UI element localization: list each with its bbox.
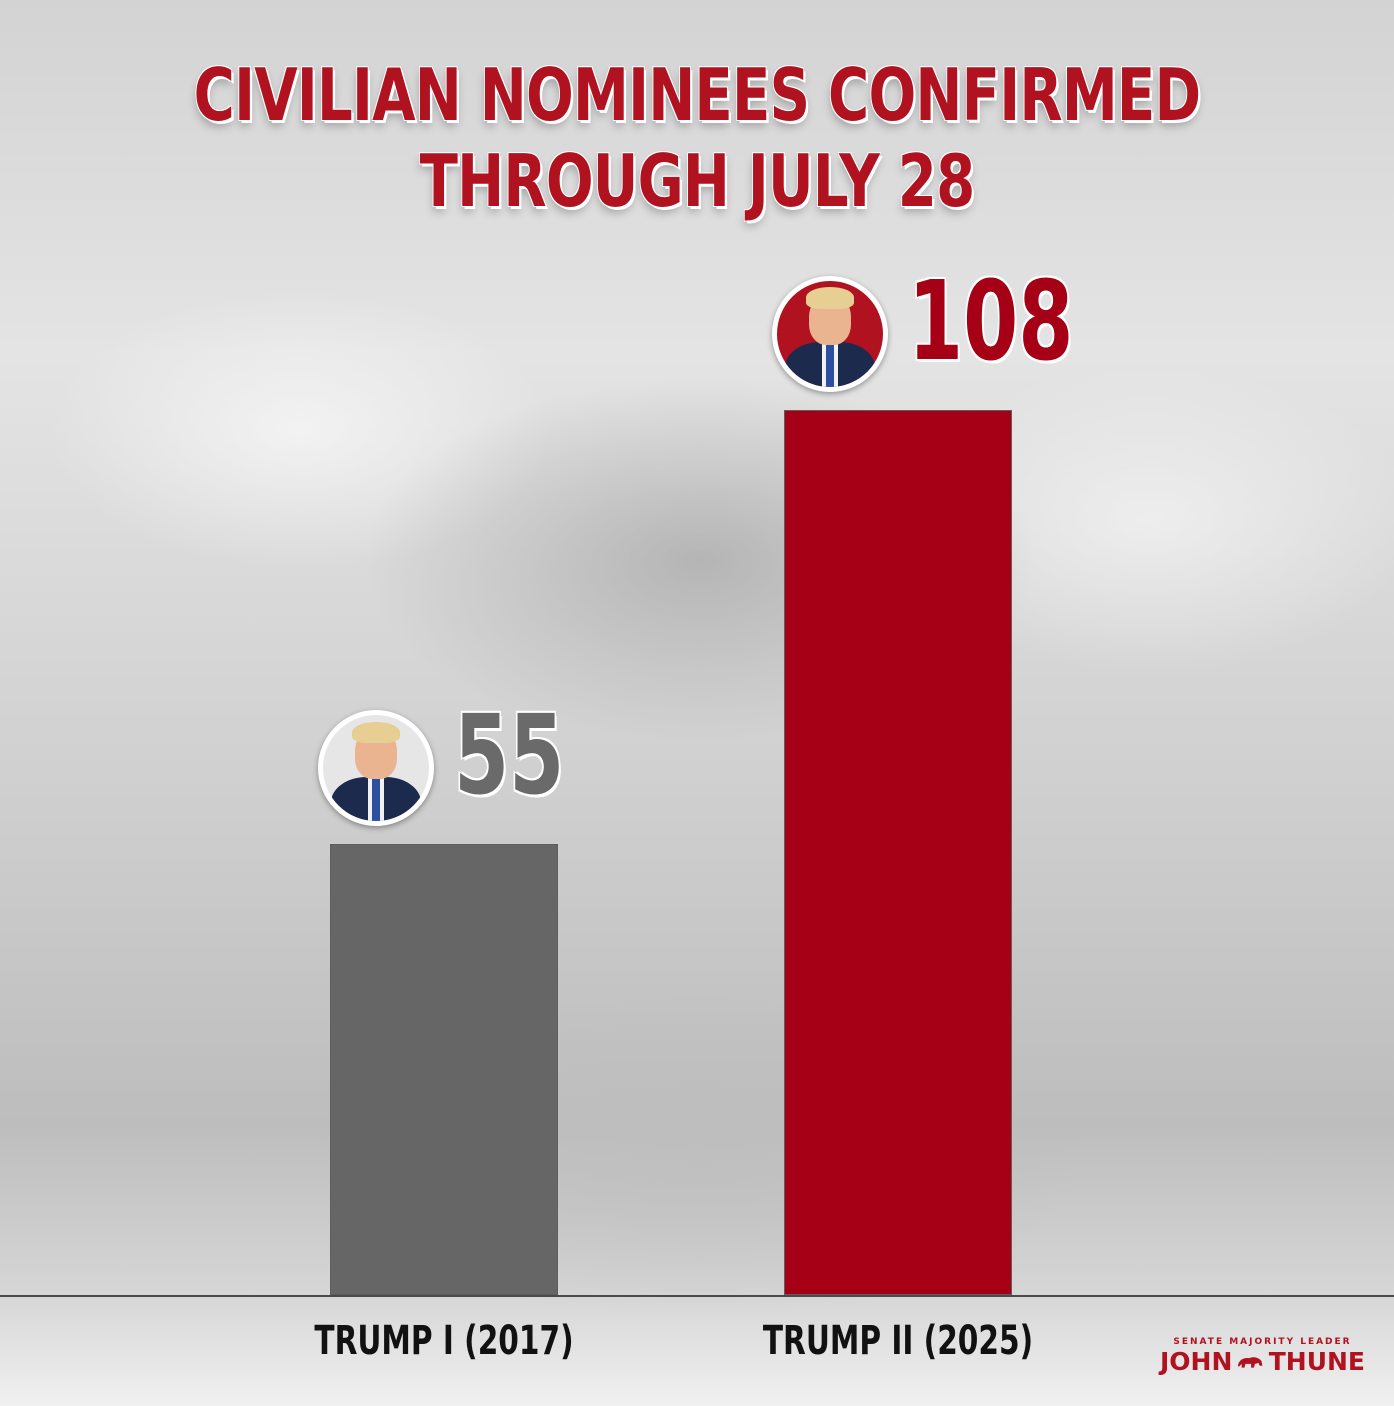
portrait-avatar-2 bbox=[772, 276, 888, 392]
value-label-2: 108 bbox=[908, 257, 1074, 385]
logo-first-name: JOHN bbox=[1160, 1347, 1233, 1376]
title-line-2: THROUGH JULY 28 bbox=[419, 139, 976, 223]
portrait-tie bbox=[371, 778, 381, 822]
logo-tagline: SENATE MAJORITY LEADER bbox=[1173, 1337, 1352, 1347]
chart-title: CIVILIAN NOMINEES CONFIRMED THROUGH JULY… bbox=[153, 52, 1240, 224]
x-axis-line bbox=[0, 1295, 1394, 1297]
title-line-1: CIVILIAN NOMINEES CONFIRMED bbox=[193, 53, 1201, 137]
portrait-hair bbox=[351, 721, 401, 743]
category-label-1: TRUMP I (2017) bbox=[314, 1318, 574, 1364]
logo-last-name: THUNE bbox=[1268, 1347, 1365, 1376]
portrait-hair bbox=[805, 287, 855, 309]
portrait-avatar-1 bbox=[318, 710, 434, 827]
bar-1 bbox=[330, 844, 558, 1295]
bar-2 bbox=[784, 410, 1012, 1295]
logo-name: JOHN THUNE bbox=[1160, 1348, 1365, 1376]
john-thune-logo: SENATE MAJORITY LEADER JOHN THUNE bbox=[1160, 1336, 1365, 1376]
category-label-2: TRUMP II (2025) bbox=[762, 1318, 1034, 1364]
bison-icon bbox=[1238, 1357, 1263, 1368]
value-label-1: 55 bbox=[454, 691, 565, 820]
portrait-tie bbox=[825, 344, 835, 387]
